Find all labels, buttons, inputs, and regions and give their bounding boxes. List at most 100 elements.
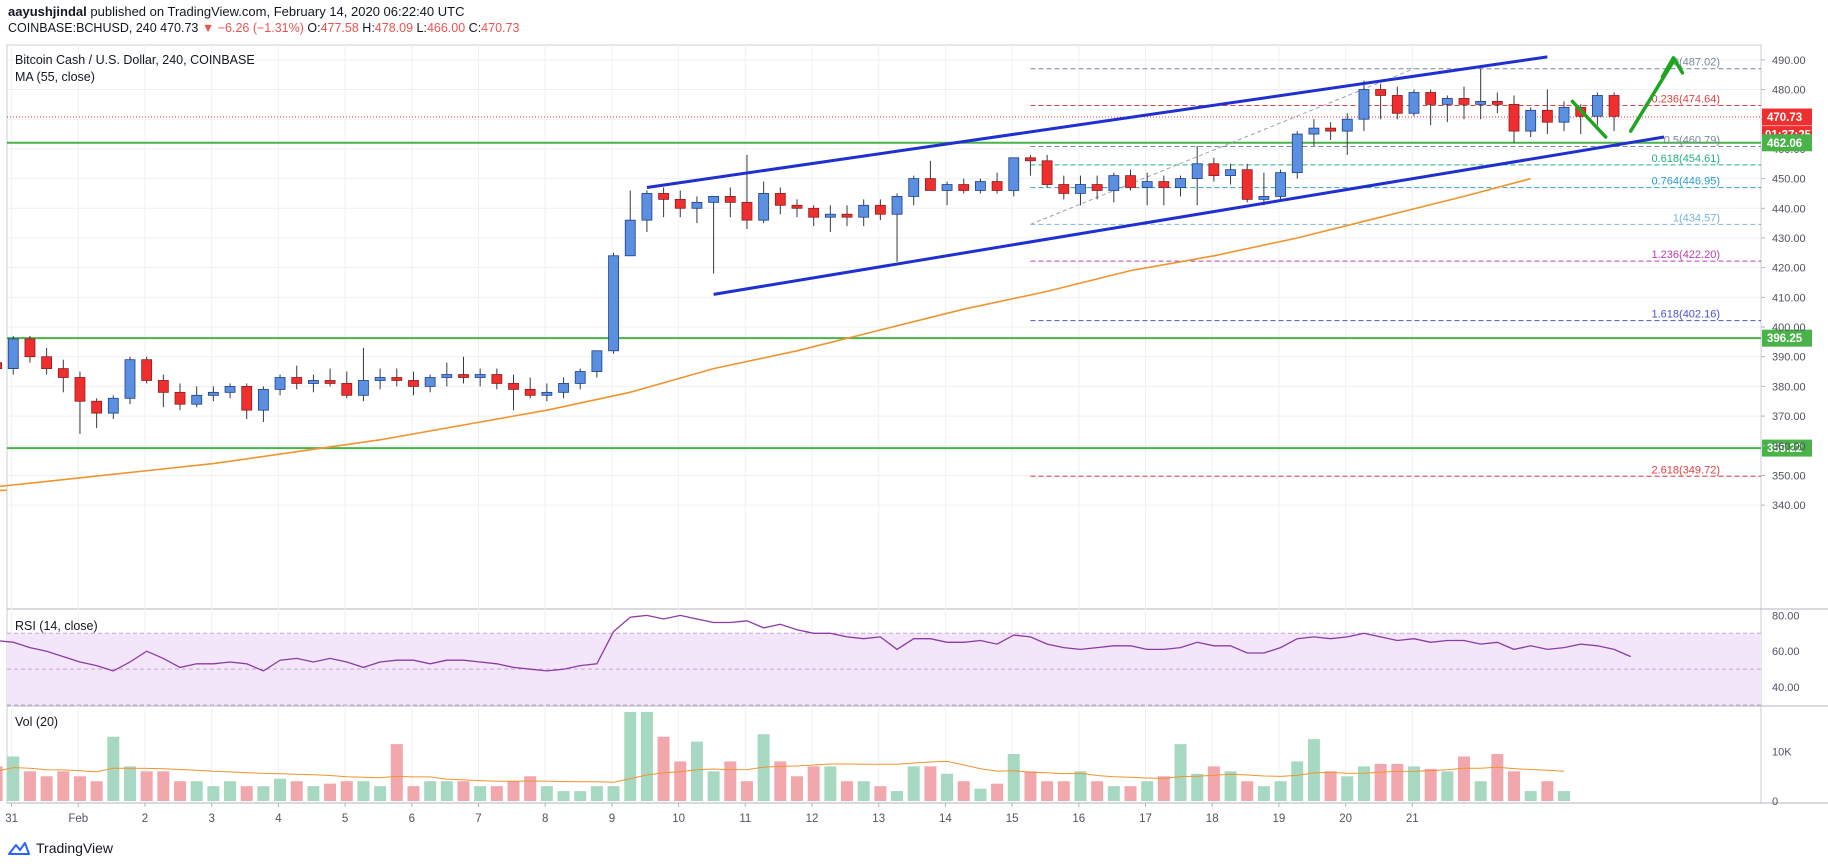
volume-bar (57, 771, 70, 801)
open-value: 477.58 (320, 21, 359, 35)
candle-body (141, 359, 153, 381)
candle-body (374, 377, 386, 381)
candle-body (524, 388, 536, 396)
candle-body (558, 383, 569, 393)
volume-bar (1091, 781, 1104, 801)
candle-body (841, 213, 853, 218)
candle-body (958, 184, 970, 191)
support-lines[interactable]: 396.25 359.22 (7, 116, 1812, 457)
footer-brand[interactable]: TradingView (36, 840, 114, 856)
candle-body (1391, 95, 1403, 114)
volume-bar (374, 786, 387, 801)
volume-bar (1291, 761, 1304, 801)
volume-bar (324, 783, 337, 801)
volume-bar (1558, 791, 1571, 801)
volume-bar (991, 783, 1004, 801)
candle-body (991, 181, 1003, 191)
time-tick-label: 16 (1072, 813, 1085, 825)
author-name[interactable]: aayushjindal (8, 4, 87, 19)
time-tick-label: 14 (939, 813, 952, 825)
candle-body (274, 377, 286, 390)
candle-body (674, 198, 686, 209)
candle-body (308, 380, 319, 384)
candle-body (391, 377, 403, 381)
candle-body (1108, 175, 1120, 191)
volume-bar (974, 788, 987, 801)
channel-lower-line (713, 135, 1665, 296)
candle-body (1225, 169, 1236, 177)
volume-bar (90, 781, 103, 801)
volume-bar (357, 781, 370, 801)
time-axis[interactable]: 31 Feb 2 3 4 5 6 7 8 9 10 11 12 13 14 15 16 17 18 19 20 21 (5, 803, 1419, 825)
candle-body (1025, 157, 1036, 162)
volume-bar (874, 786, 887, 801)
volume-bar (490, 786, 503, 801)
high-value: 478.09 (374, 21, 414, 35)
volume-bar (774, 761, 787, 801)
support-badge (1762, 439, 1812, 457)
candle-body (207, 391, 219, 396)
fib-level-label: 0(487.02) (1673, 57, 1720, 69)
volume-bar (624, 711, 637, 801)
rsi-pane (0, 614, 1761, 706)
candle-body (924, 178, 936, 191)
volume-bar (40, 776, 53, 801)
candle-body (741, 201, 753, 221)
volume-bar (140, 771, 153, 801)
drawings[interactable] (646, 55, 1685, 296)
candle-body (341, 383, 353, 396)
time-tick-label: 17 (1139, 813, 1152, 825)
price-tick-label: 400.00 (1772, 322, 1806, 334)
volume-bar (1307, 739, 1320, 801)
candle-body (908, 178, 920, 197)
time-tick-label: 18 (1206, 813, 1219, 825)
fib-level-label: 2.618(349.72) (1652, 464, 1721, 476)
volume-bar (540, 786, 553, 801)
volume-bar (1141, 781, 1154, 801)
price-tick-label: 370.00 (1772, 411, 1806, 423)
volume-bar (524, 776, 537, 801)
legend-ma: MA (55, close) (15, 70, 95, 84)
candle-body (1258, 196, 1270, 200)
volume-bar (157, 771, 170, 801)
volume-bar (740, 781, 753, 801)
time-tick-label: 13 (872, 813, 885, 825)
candle-body (1308, 127, 1320, 135)
volume-bar (23, 771, 36, 801)
candle-body (441, 374, 453, 378)
arrow-up-head (1660, 56, 1685, 79)
candle-body (1491, 101, 1503, 105)
candle-body (1425, 92, 1437, 105)
candle-body (224, 386, 236, 393)
time-tick-label: 4 (275, 813, 282, 825)
price-tick-label: 450.00 (1772, 174, 1806, 186)
candle-body (624, 219, 636, 257)
candle-body (1141, 181, 1153, 188)
volume-bar (174, 781, 187, 801)
candle-body (7, 338, 19, 369)
fib-level-label: 0.764(446.95) (1652, 176, 1721, 188)
volume-bar (1508, 771, 1521, 801)
candle-body (107, 397, 119, 414)
arrow-down-line (1570, 99, 1608, 139)
time-tick-label: 3 (208, 813, 214, 825)
candle-body (1508, 103, 1520, 132)
volume-bar (1107, 786, 1120, 801)
candle-body (975, 181, 986, 191)
candle-body (1275, 172, 1286, 197)
volume-bar (457, 781, 470, 801)
candle-body (1408, 92, 1420, 114)
time-tick-label: 5 (342, 813, 348, 825)
volume-ma-line (0, 760, 1565, 783)
candle-body (591, 350, 603, 372)
candle-body (1325, 127, 1336, 132)
candle-body (1158, 181, 1170, 188)
open-label: O: (307, 21, 321, 35)
candle-body (1175, 178, 1186, 188)
volume-bar (1457, 756, 1470, 801)
volume-bar (474, 786, 487, 801)
candle-body (191, 394, 203, 405)
price-axis[interactable]: 340.00 350.00 360.00 370.00 380.00 390.00 400.… (1761, 55, 1806, 808)
volume-bar (574, 791, 587, 801)
